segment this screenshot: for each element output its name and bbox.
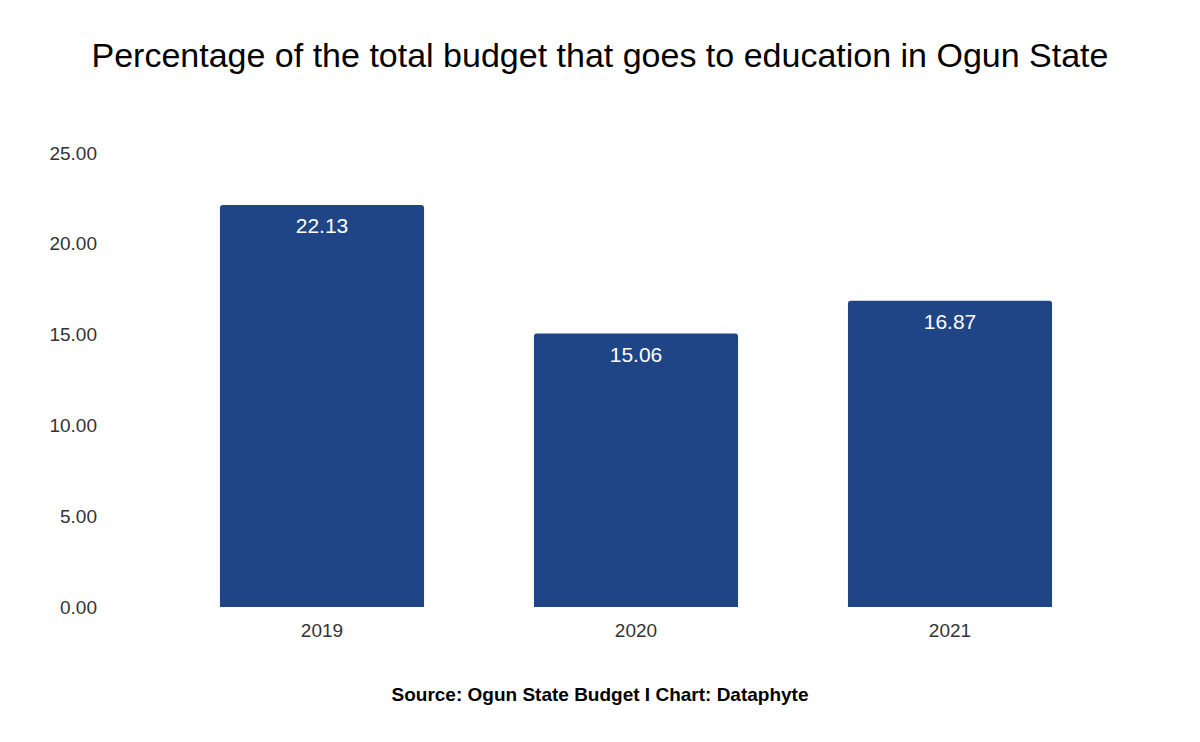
svg-text:Source: Ogun State Budget I Ch: Source: Ogun State Budget I Chart: Datap… — [392, 684, 809, 705]
svg-text:2020: 2020 — [615, 620, 657, 641]
svg-text:25.00: 25.00 — [49, 143, 97, 164]
svg-text:Percentage of the total budget: Percentage of the total budget that goes… — [92, 36, 1109, 74]
svg-text:2021: 2021 — [929, 620, 971, 641]
svg-text:15.00: 15.00 — [49, 324, 97, 345]
svg-text:20.00: 20.00 — [49, 233, 97, 254]
svg-text:16.87: 16.87 — [924, 310, 977, 333]
svg-text:0.00: 0.00 — [60, 597, 97, 618]
svg-text:2019: 2019 — [301, 620, 343, 641]
svg-text:5.00: 5.00 — [60, 506, 97, 527]
svg-text:22.13: 22.13 — [296, 214, 349, 237]
svg-text:15.06: 15.06 — [610, 343, 663, 366]
svg-text:10.00: 10.00 — [49, 415, 97, 436]
